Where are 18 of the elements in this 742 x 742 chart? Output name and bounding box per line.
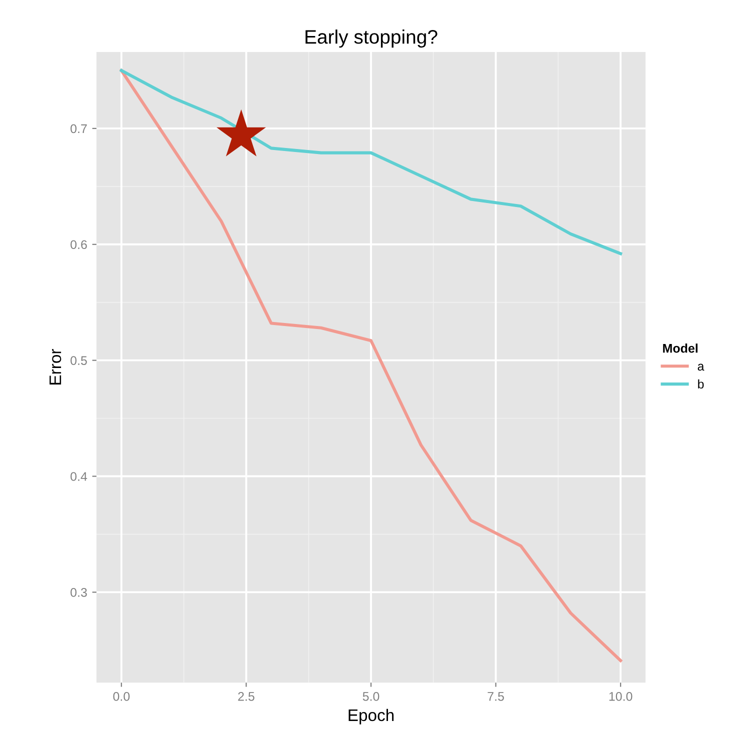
y-tick-label: 0.5 <box>70 356 87 365</box>
y-tick-label: 0.3 <box>70 588 87 597</box>
legend-label: a <box>698 364 704 371</box>
y-tick-label: 0.7 <box>70 124 87 134</box>
line-series <box>120 68 622 662</box>
x-axis-title: Epoch <box>348 708 394 724</box>
legend-label: b <box>698 379 704 389</box>
x-tick-label: 5.0 <box>362 692 380 701</box>
x-tick-label: 2.5 <box>238 692 254 701</box>
x-tick-label: 10.0 <box>609 692 632 701</box>
y-tick-label: 0.6 <box>70 240 87 250</box>
x-tick-label: 0.0 <box>113 692 130 701</box>
line-series <box>120 68 622 256</box>
y-tick-label: 0.4 <box>70 472 88 481</box>
x-tick-label: 7.5 <box>488 692 504 701</box>
chart-title: Early stopping? <box>306 30 438 48</box>
y-axis-title: Error <box>50 349 62 384</box>
legend-title: Model <box>663 344 698 353</box>
